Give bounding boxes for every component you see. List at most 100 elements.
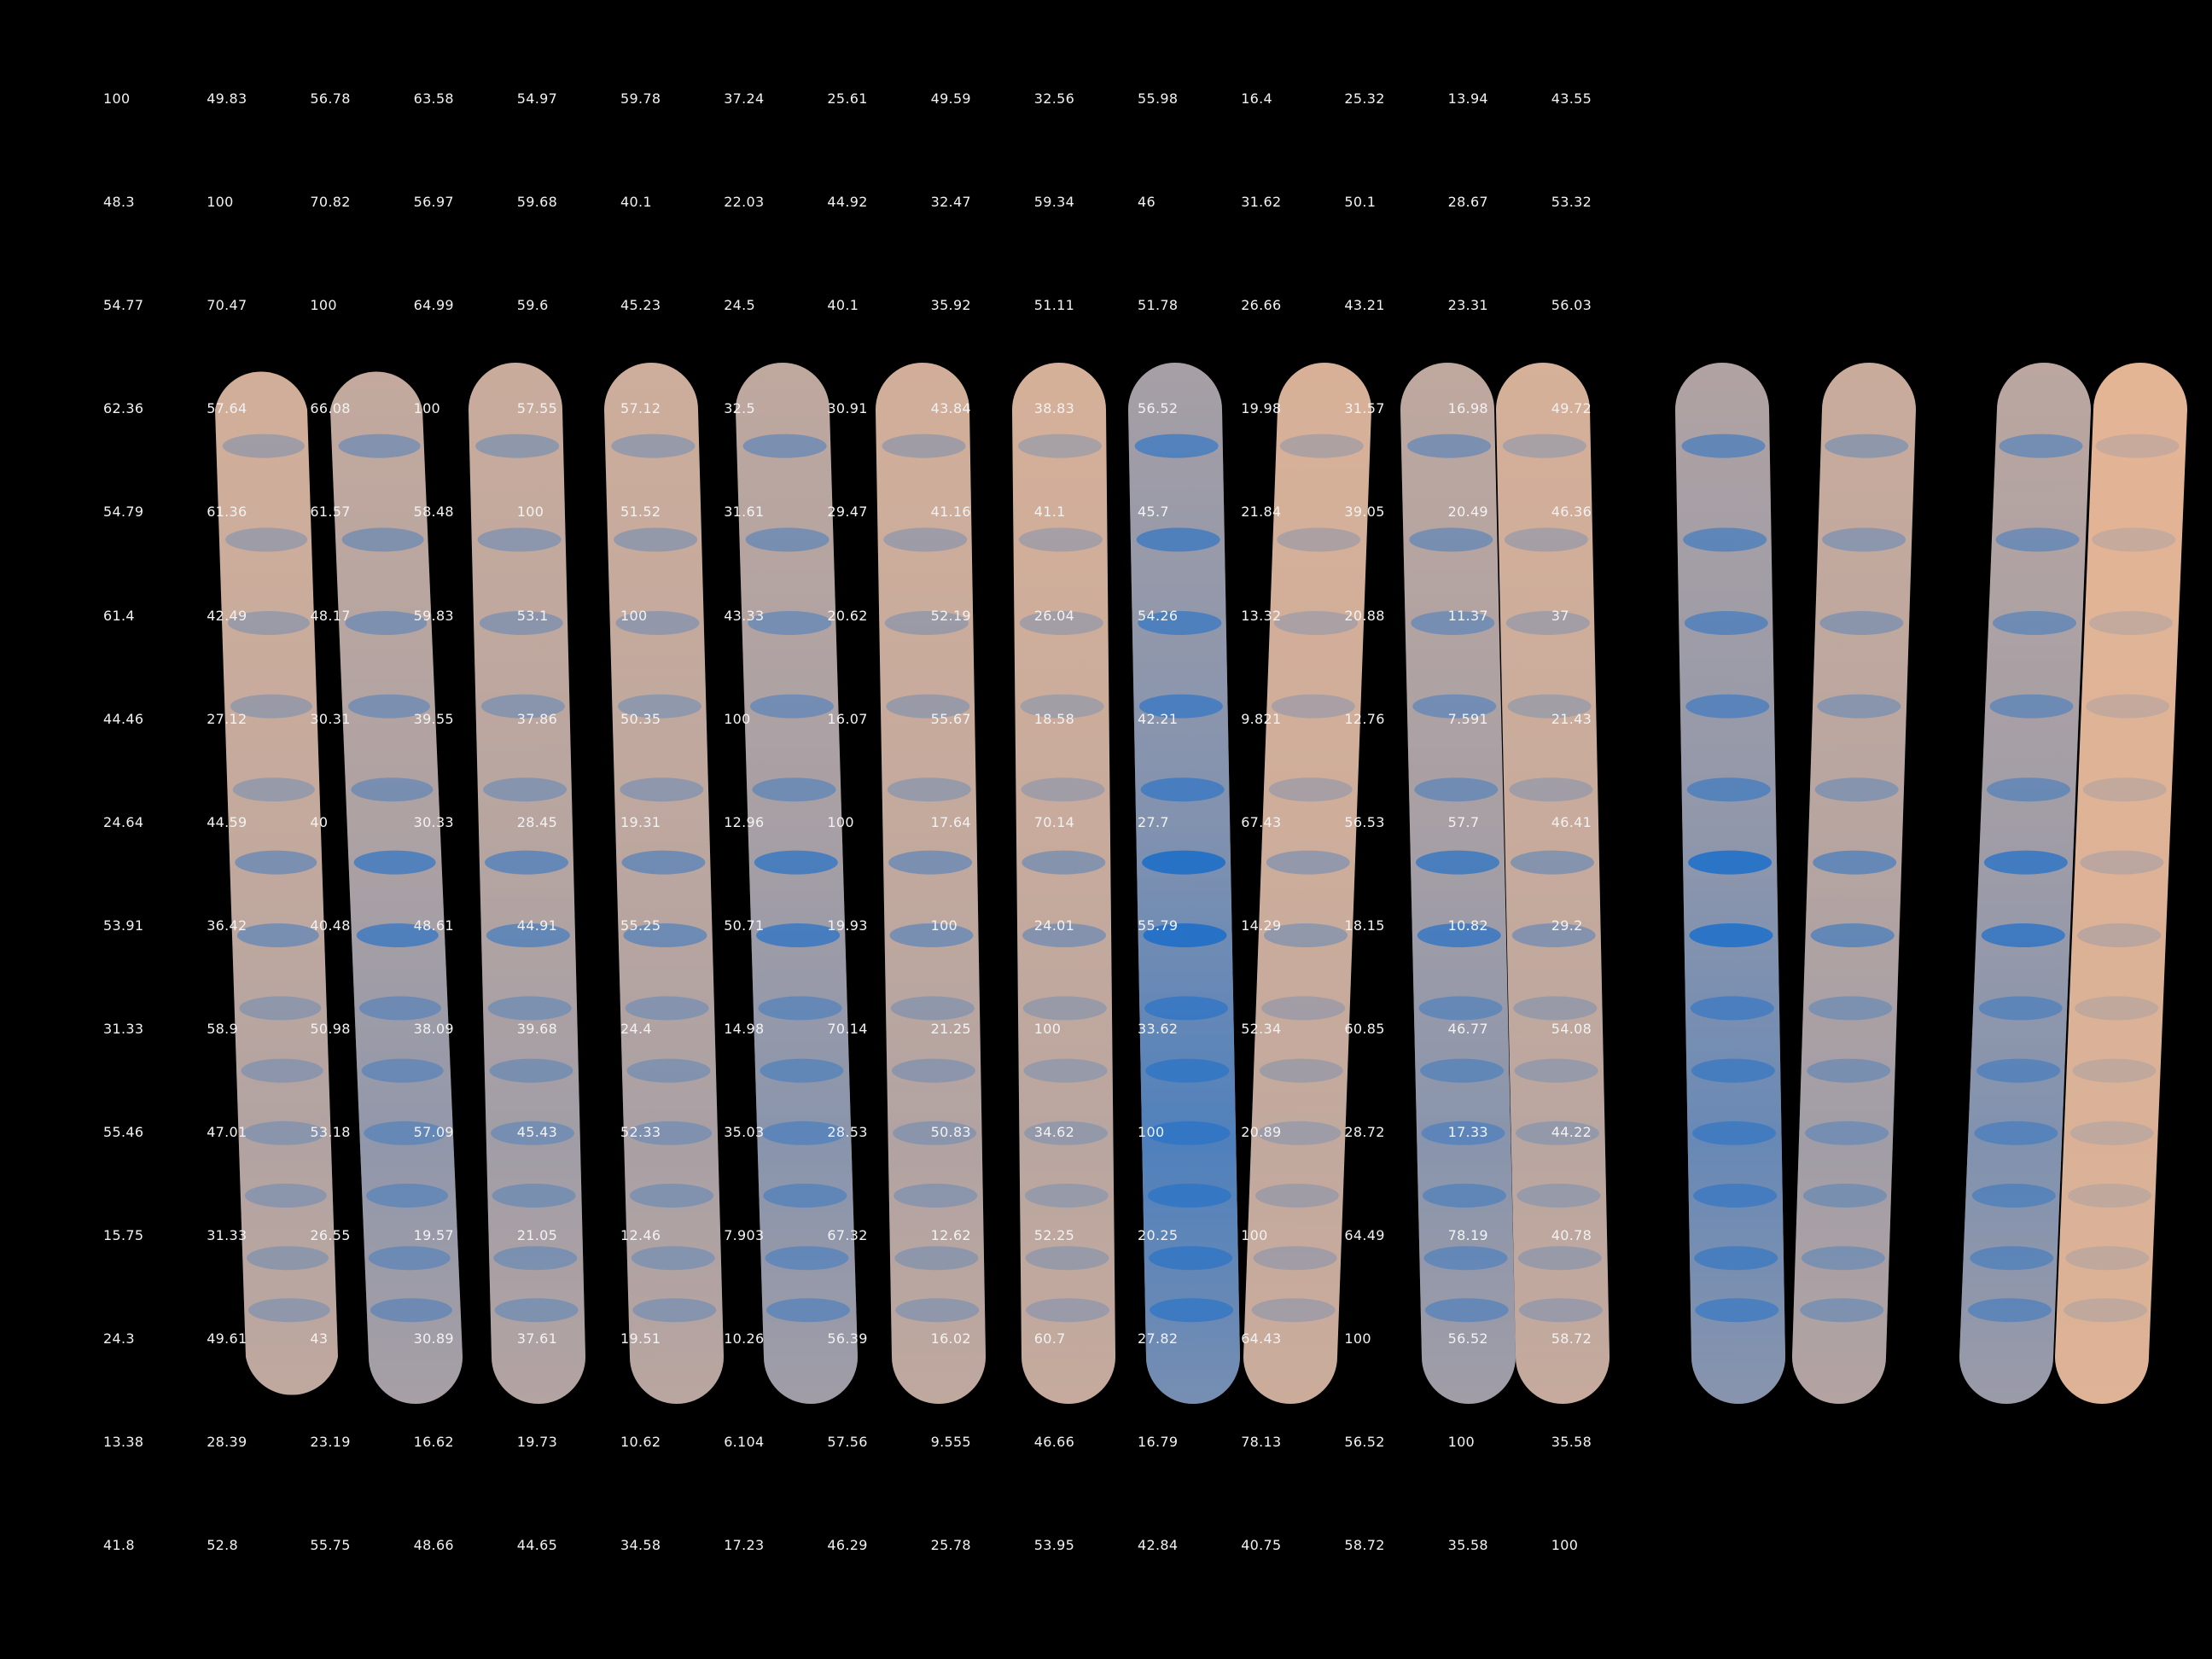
gel-band xyxy=(1974,1121,2058,1145)
gel-band xyxy=(356,923,439,947)
matrix-cell: 41.16 xyxy=(930,504,971,521)
gel-band xyxy=(756,923,841,947)
gel-band xyxy=(617,694,701,719)
gel-band xyxy=(1817,694,1901,719)
gel-band xyxy=(1407,434,1491,458)
gel-band xyxy=(475,434,560,458)
gel-band xyxy=(480,694,565,719)
gel-band xyxy=(765,1246,849,1271)
matrix-cell: 19.98 xyxy=(1241,400,1282,417)
matrix-cell: 6.104 xyxy=(724,1434,765,1451)
matrix-cell: 20.49 xyxy=(1447,504,1488,521)
matrix-cell: 40.1 xyxy=(620,194,652,211)
gel-lane xyxy=(469,363,585,1404)
gel-band xyxy=(1689,923,1773,947)
gel-band xyxy=(1143,923,1227,947)
matrix-cell: 44.91 xyxy=(516,917,558,934)
gel-band xyxy=(230,694,312,719)
matrix-cell: 52.25 xyxy=(1033,1227,1075,1244)
matrix-cell: 46.77 xyxy=(1447,1020,1488,1037)
gel-band xyxy=(1423,1246,1508,1271)
gel-band xyxy=(364,1121,446,1145)
gel-lane-stain xyxy=(604,363,724,1404)
gel-band xyxy=(620,777,704,802)
gel-band xyxy=(353,850,436,875)
gel-band xyxy=(1509,777,1593,802)
matrix-cell: 25.61 xyxy=(827,90,868,107)
matrix-cell: 59.6 xyxy=(516,297,549,314)
gel-band xyxy=(749,694,834,719)
matrix-cell: 57.64 xyxy=(207,400,247,417)
matrix-cell: 16.02 xyxy=(930,1330,971,1348)
matrix-cell: 42.84 xyxy=(1138,1537,1179,1554)
gel-band xyxy=(760,1058,844,1083)
matrix-cell: 63.58 xyxy=(413,90,454,107)
gel-band xyxy=(1144,996,1228,1021)
matrix-cell: 50.83 xyxy=(930,1124,971,1140)
gel-band xyxy=(1423,1184,1506,1208)
matrix-cell: 56.97 xyxy=(413,194,454,211)
matrix-cell: 45.23 xyxy=(620,297,661,314)
gel-band xyxy=(1995,527,2080,552)
gel-band xyxy=(2092,527,2176,552)
gel-band xyxy=(1516,1184,1601,1208)
gel-band xyxy=(1409,527,1493,552)
gel-band xyxy=(1420,1058,1504,1083)
gel-band xyxy=(748,611,832,635)
gel-band xyxy=(611,434,696,458)
gel-lane xyxy=(604,363,724,1404)
matrix-cell: 78.19 xyxy=(1447,1227,1488,1244)
matrix-cell: 31.33 xyxy=(207,1227,247,1244)
matrix-cell: 48.66 xyxy=(413,1537,454,1554)
matrix-cell: 70.14 xyxy=(827,1020,868,1037)
gel-band xyxy=(1026,1298,1109,1323)
matrix-cell: 56.53 xyxy=(1344,813,1385,830)
matrix-cell: 13.94 xyxy=(1447,90,1488,107)
gel-band xyxy=(1505,611,1590,635)
matrix-cell: 15.75 xyxy=(103,1227,144,1244)
matrix-cell: 28.45 xyxy=(516,813,558,830)
matrix-cell: 55.75 xyxy=(310,1537,351,1554)
matrix-cell: 56.52 xyxy=(1447,1330,1488,1348)
gel-band xyxy=(1978,996,2063,1021)
matrix-cell: 59.34 xyxy=(1033,194,1075,211)
gel-lane xyxy=(876,363,986,1404)
matrix-cell: 16.4 xyxy=(1241,90,1273,107)
matrix-cell: 67.43 xyxy=(1241,813,1282,830)
matrix-cell: 30.33 xyxy=(413,813,454,830)
gel-band xyxy=(1507,694,1592,719)
gel-lane xyxy=(215,371,338,1395)
matrix-cell: 19.31 xyxy=(620,813,661,830)
gel-band xyxy=(247,1246,329,1271)
matrix-cell: 64.43 xyxy=(1241,1330,1282,1348)
gel-band xyxy=(239,996,322,1021)
gel-band xyxy=(884,611,969,635)
matrix-cell: 49.72 xyxy=(1551,400,1592,417)
gel-band xyxy=(752,777,836,802)
matrix-cell: 17.23 xyxy=(724,1537,765,1554)
gel-band xyxy=(1987,777,2070,802)
gel-band xyxy=(1813,850,1897,875)
matrix-cell: 25.32 xyxy=(1344,90,1385,107)
matrix-cell: 27.7 xyxy=(1138,813,1169,830)
gel-band xyxy=(1684,611,1768,635)
matrix-cell: 53.95 xyxy=(1033,1537,1075,1554)
gel-band xyxy=(1518,1298,1603,1323)
matrix-cell: 40.48 xyxy=(310,917,351,934)
gel-band xyxy=(361,1058,444,1083)
matrix-cell: 43 xyxy=(310,1330,329,1348)
matrix-cell: 43.21 xyxy=(1344,297,1385,314)
matrix-cell: 19.73 xyxy=(516,1434,558,1451)
gel-band xyxy=(232,777,315,802)
matrix-cell: 37 xyxy=(1551,607,1569,624)
gel-band xyxy=(479,611,563,635)
matrix-cell: 40 xyxy=(310,813,329,830)
gel-band xyxy=(888,850,973,875)
gel-lane-stain xyxy=(469,363,585,1404)
gel-band xyxy=(1502,434,1586,458)
gel-band xyxy=(1134,434,1219,458)
matrix-cell: 100 xyxy=(516,504,544,521)
matrix-cell: 57.12 xyxy=(620,400,661,417)
gel-lane-stain xyxy=(876,363,986,1404)
